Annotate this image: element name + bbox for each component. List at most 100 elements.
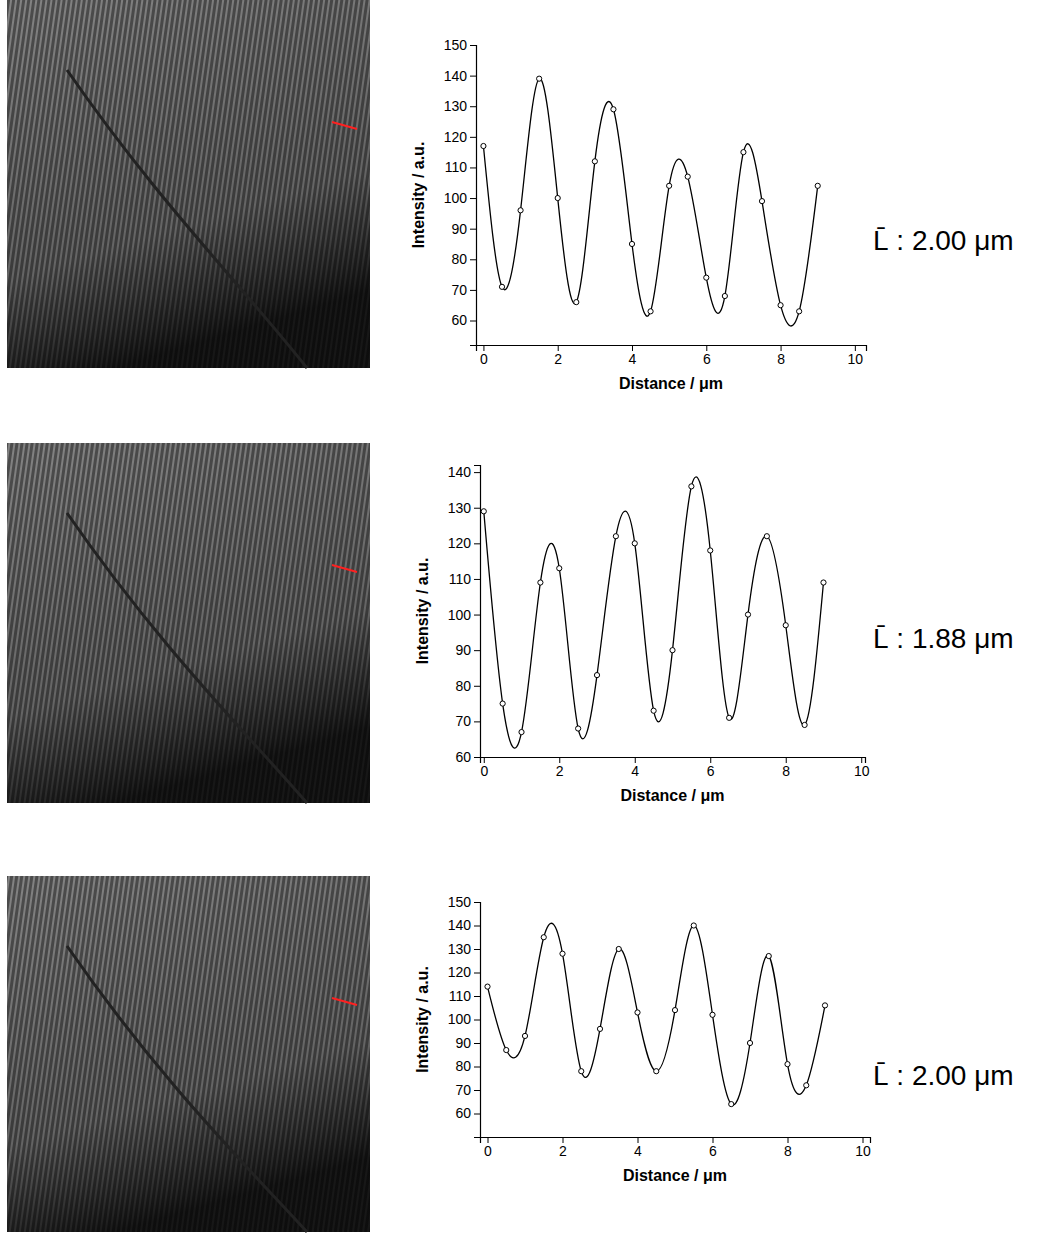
data-point bbox=[802, 722, 807, 727]
micrograph bbox=[7, 876, 370, 1232]
profile-line bbox=[332, 122, 357, 129]
y-axis-title: Intensity / a.u. bbox=[410, 142, 427, 249]
y-tick: 120 bbox=[444, 129, 476, 145]
y-tick: 100 bbox=[448, 1011, 480, 1027]
y-tick-mark bbox=[474, 472, 480, 473]
y-tick-mark bbox=[470, 106, 476, 107]
y-tick-label: 80 bbox=[455, 678, 471, 694]
data-point bbox=[667, 183, 672, 188]
x-axis-line bbox=[481, 758, 866, 764]
x-tick: 2 bbox=[556, 757, 564, 779]
annotation: L̄ : 2.00 μm bbox=[873, 1060, 1014, 1091]
y-tick-label: 140 bbox=[448, 464, 472, 480]
x-tick-label: 8 bbox=[777, 351, 785, 367]
y-axis-title: Intensity / a.u. bbox=[414, 558, 431, 665]
y-tick: 70 bbox=[455, 1082, 480, 1098]
x-axis: 0246810 bbox=[477, 345, 867, 367]
y-tick-mark bbox=[474, 508, 480, 509]
y-axis-title: Intensity / a.u. bbox=[414, 966, 431, 1073]
y-tick: 90 bbox=[451, 221, 476, 237]
data-point bbox=[481, 143, 486, 148]
y-tick: 100 bbox=[448, 607, 480, 623]
y-tick: 80 bbox=[455, 1058, 480, 1074]
x-tick-label: 10 bbox=[854, 763, 870, 779]
y-tick-mark bbox=[470, 45, 476, 46]
y-tick: 130 bbox=[444, 98, 476, 114]
y-tick-mark bbox=[474, 543, 480, 544]
y-tick-label: 110 bbox=[449, 571, 472, 587]
data-point bbox=[611, 107, 616, 112]
plot-area bbox=[481, 477, 826, 748]
y-tick-mark bbox=[474, 721, 480, 722]
data-point bbox=[635, 1010, 640, 1015]
y-tick-mark bbox=[470, 290, 476, 291]
x-tick-label: 4 bbox=[629, 351, 637, 367]
data-point bbox=[541, 935, 546, 940]
profile-line bbox=[332, 565, 357, 572]
y-tick-mark bbox=[474, 996, 480, 997]
data-point bbox=[815, 183, 820, 188]
y-tick: 70 bbox=[451, 282, 476, 298]
y-tick-label: 130 bbox=[448, 500, 472, 516]
y-axis: 60708090100110120130140150 bbox=[444, 37, 477, 346]
y-tick: 60 bbox=[451, 312, 476, 328]
x-tick-label: 0 bbox=[480, 763, 488, 779]
data-point bbox=[778, 303, 783, 308]
y-tick-label: 90 bbox=[455, 1035, 471, 1051]
profile-curve bbox=[484, 477, 824, 748]
data-point bbox=[522, 1033, 527, 1038]
y-tick-label: 60 bbox=[455, 749, 471, 765]
y-tick-mark bbox=[470, 259, 476, 260]
y-tick-mark bbox=[474, 1020, 480, 1021]
data-point bbox=[797, 309, 802, 314]
annotation: L̄ : 1.88 μm bbox=[873, 623, 1014, 654]
y-tick-mark bbox=[474, 1067, 480, 1068]
y-axis-line bbox=[474, 466, 481, 758]
y-tick-mark bbox=[474, 650, 480, 651]
x-axis-line bbox=[477, 346, 867, 352]
data-point bbox=[745, 612, 750, 617]
y-tick-label: 120 bbox=[448, 535, 472, 551]
y-tick-label: 130 bbox=[444, 98, 468, 114]
data-point bbox=[729, 1102, 734, 1107]
data-point bbox=[594, 672, 599, 677]
data-point bbox=[632, 541, 637, 546]
micrograph-fiber-edge bbox=[67, 946, 307, 1232]
x-tick: 8 bbox=[777, 345, 785, 367]
y-tick-label: 120 bbox=[444, 129, 468, 145]
data-point bbox=[616, 946, 621, 951]
x-tick: 2 bbox=[554, 345, 562, 367]
data-point bbox=[537, 76, 542, 81]
y-tick-label: 140 bbox=[444, 68, 468, 84]
x-axis-title: Distance / μm bbox=[619, 375, 723, 392]
y-tick-label: 90 bbox=[451, 221, 467, 237]
data-point bbox=[499, 284, 504, 289]
y-tick-mark bbox=[474, 1114, 480, 1115]
x-tick: 4 bbox=[634, 1137, 642, 1159]
y-tick: 120 bbox=[448, 535, 480, 551]
x-tick-label: 6 bbox=[703, 351, 711, 367]
y-tick-mark bbox=[474, 1090, 480, 1091]
data-point bbox=[783, 623, 788, 628]
profile-line bbox=[332, 998, 357, 1005]
y-tick-label: 100 bbox=[444, 190, 468, 206]
data-point bbox=[654, 1069, 659, 1074]
y-axis-line bbox=[474, 903, 481, 1138]
micrograph-shade bbox=[7, 0, 370, 368]
data-point bbox=[574, 300, 579, 305]
y-tick: 90 bbox=[455, 1035, 480, 1051]
y-tick-label: 150 bbox=[448, 894, 472, 910]
x-tick-label: 8 bbox=[784, 1143, 792, 1159]
y-tick-mark bbox=[470, 198, 476, 199]
x-tick-label: 2 bbox=[559, 1143, 567, 1159]
micrograph-texture bbox=[7, 443, 370, 803]
x-tick: 6 bbox=[707, 757, 715, 779]
x-tick: 10 bbox=[848, 345, 864, 367]
data-point bbox=[689, 484, 694, 489]
micrograph bbox=[7, 0, 370, 368]
plot-area bbox=[481, 76, 820, 326]
x-tick-label: 4 bbox=[634, 1143, 642, 1159]
data-point bbox=[500, 701, 505, 706]
data-point bbox=[592, 159, 597, 164]
micrograph-shade bbox=[7, 876, 370, 1232]
